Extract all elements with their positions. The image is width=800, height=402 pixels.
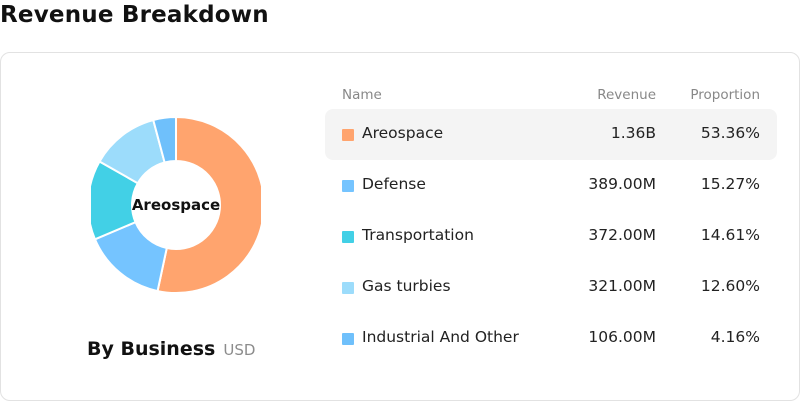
legend-swatch	[342, 231, 354, 243]
page-title: Revenue Breakdown	[0, 2, 269, 28]
table-body: Areospace 1.36B 53.36% Defense 389.00M 1…	[325, 109, 777, 364]
chart-caption: By Business USD	[87, 338, 255, 360]
header-name: Name	[342, 87, 382, 103]
legend-swatch	[342, 180, 354, 192]
row-revenue: 321.00M	[588, 277, 656, 295]
row-name: Areospace	[362, 124, 444, 142]
caption-label: By Business	[87, 338, 216, 360]
row-name: Industrial And Other	[362, 328, 519, 346]
row-proportion: 4.16%	[710, 328, 760, 346]
row-revenue: 389.00M	[588, 175, 656, 193]
legend-swatch	[342, 129, 354, 141]
row-name: Gas turbies	[362, 277, 451, 295]
breakdown-table: Name Revenue Proportion Areospace 1.36B …	[325, 83, 777, 364]
legend-swatch	[342, 282, 354, 294]
table-row[interactable]: Areospace 1.36B 53.36%	[325, 109, 777, 160]
table-row[interactable]: Transportation 372.00M 14.61%	[325, 211, 777, 262]
table-row[interactable]: Defense 389.00M 15.27%	[325, 160, 777, 211]
caption-unit: USD	[223, 341, 256, 359]
donut-chart: Areospace	[91, 117, 261, 293]
row-name: Defense	[362, 175, 426, 193]
donut-svg	[91, 117, 261, 293]
row-proportion: 15.27%	[700, 175, 760, 193]
row-revenue: 1.36B	[610, 124, 656, 142]
donut-slice-industrial-and-other[interactable]	[152, 117, 177, 164]
header-proportion: Proportion	[690, 87, 760, 103]
row-proportion: 12.60%	[700, 277, 760, 295]
row-proportion: 14.61%	[700, 226, 760, 244]
revenue-card: Areospace By Business USD Name Revenue P…	[0, 52, 800, 401]
table-row[interactable]: Industrial And Other 106.00M 4.16%	[325, 313, 777, 364]
legend-swatch	[342, 333, 354, 345]
row-name: Transportation	[362, 226, 474, 244]
row-proportion: 53.36%	[700, 124, 760, 142]
table-header: Name Revenue Proportion	[325, 83, 777, 109]
donut-slice-areospace[interactable]	[156, 117, 261, 293]
header-revenue: Revenue	[597, 87, 656, 103]
row-revenue: 372.00M	[588, 226, 656, 244]
row-revenue: 106.00M	[588, 328, 656, 346]
table-row[interactable]: Gas turbies 321.00M 12.60%	[325, 262, 777, 313]
donut-center-label: Areospace	[131, 196, 221, 214]
